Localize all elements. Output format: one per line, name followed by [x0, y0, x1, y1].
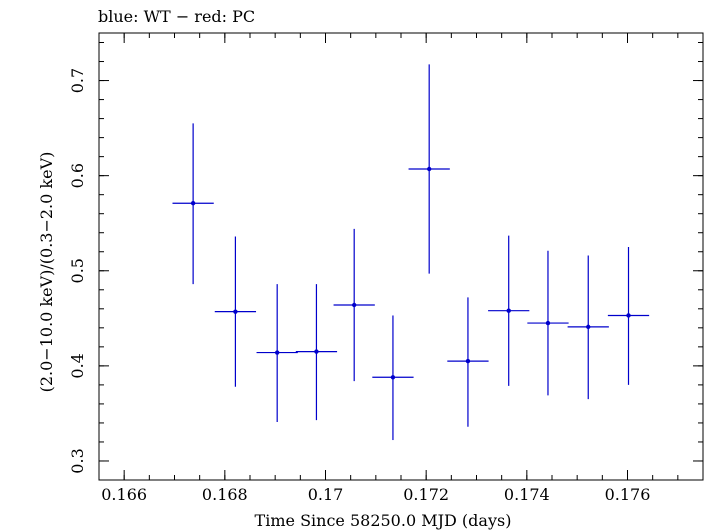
- data-marker: [351, 302, 357, 308]
- x-tick-label: 0.174: [504, 485, 550, 504]
- data-point: [214, 236, 257, 387]
- data-marker: [465, 358, 471, 364]
- data-marker: [426, 166, 432, 172]
- data-point: [527, 250, 569, 396]
- x-tick-label: 0.172: [403, 485, 449, 504]
- data-point: [447, 297, 489, 427]
- chart-title: blue: WT − red: PC: [98, 7, 255, 26]
- y-tick-label: 0.4: [68, 353, 87, 378]
- data-marker: [586, 324, 591, 330]
- data-point: [408, 64, 450, 274]
- data-marker: [233, 309, 238, 314]
- data-marker: [506, 308, 511, 313]
- x-axis: 0.166 0.168 0.17 0.172 0.174 0.176: [98, 33, 679, 504]
- data-series: [172, 64, 650, 441]
- data-marker: [545, 320, 551, 326]
- data-marker: [314, 349, 319, 354]
- y-tick-label: 0.5: [68, 258, 87, 283]
- y-tick-label: 0.6: [68, 163, 87, 188]
- data-point: [607, 246, 650, 385]
- x-tick-label: 0.166: [101, 485, 147, 504]
- data-marker: [274, 350, 280, 355]
- data-point: [488, 235, 530, 386]
- x-tick-label: 0.168: [202, 485, 248, 504]
- data-point: [372, 315, 414, 441]
- data-marker: [190, 201, 196, 206]
- y-tick-label: 0.7: [68, 68, 87, 93]
- x-axis-label: Time Since 58250.0 MJD (days): [255, 511, 512, 530]
- data-point: [256, 284, 298, 422]
- y-tick-label: 0.3: [68, 448, 87, 473]
- data-point: [295, 284, 338, 421]
- data-point: [172, 123, 214, 285]
- data-point: [333, 228, 375, 382]
- y-axis-label: (2.0−10.0 keV)/(0.3−2.0 keV): [37, 152, 56, 393]
- x-tick-label: 0.17: [308, 485, 344, 504]
- data-marker: [626, 313, 631, 318]
- y-axis: 0.3 0.4 0.5 0.6 0.7: [68, 42, 703, 481]
- x-tick-label: 0.176: [605, 485, 651, 504]
- data-marker: [390, 375, 396, 380]
- plot-frame: [98, 32, 704, 481]
- data-point: [567, 255, 609, 400]
